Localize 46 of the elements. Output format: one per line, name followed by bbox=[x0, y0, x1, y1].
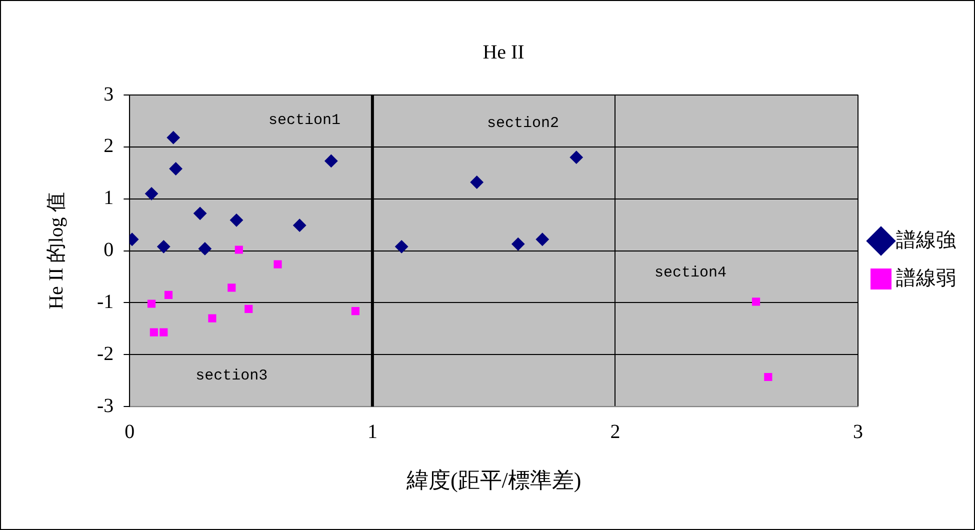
annotation: section3 bbox=[196, 367, 268, 384]
point bbox=[512, 238, 525, 251]
point bbox=[351, 307, 360, 316]
point bbox=[194, 206, 207, 220]
point bbox=[324, 154, 338, 168]
y-axis-title: He II 的log 值 bbox=[45, 192, 68, 310]
point bbox=[244, 304, 253, 313]
y-tick-label: 0 bbox=[104, 239, 114, 262]
point bbox=[208, 314, 216, 322]
x-tick-label: 3 bbox=[853, 420, 863, 443]
y-tick-label: -2 bbox=[96, 342, 114, 365]
chart-title: He II bbox=[482, 41, 524, 64]
y-tick-label: 3 bbox=[104, 83, 114, 106]
annotation: section4 bbox=[654, 264, 726, 282]
x-tick-label: 1 bbox=[367, 420, 378, 443]
x-axis-title: 緯度(距平/標準差) bbox=[405, 468, 582, 493]
y-tick-label: -3 bbox=[96, 394, 114, 417]
point bbox=[166, 131, 180, 144]
point bbox=[228, 284, 236, 292]
point bbox=[234, 246, 243, 254]
legend-label: 譜線強 bbox=[896, 229, 956, 252]
point bbox=[150, 328, 158, 336]
point bbox=[274, 260, 282, 268]
point bbox=[160, 328, 168, 336]
y-tick-label: 2 bbox=[104, 135, 114, 158]
point bbox=[470, 176, 484, 189]
point bbox=[169, 162, 182, 176]
y-tick-label: -1 bbox=[96, 290, 114, 313]
point bbox=[157, 240, 170, 254]
annotation: section2 bbox=[486, 115, 559, 132]
x-tick-label: 2 bbox=[610, 420, 620, 443]
x-tick-label: 0 bbox=[124, 420, 135, 443]
point bbox=[395, 240, 408, 254]
point bbox=[293, 218, 306, 232]
point bbox=[147, 300, 156, 308]
point bbox=[764, 372, 772, 382]
point bbox=[752, 298, 760, 306]
point bbox=[164, 290, 173, 299]
y-tick-label: 1 bbox=[104, 187, 114, 210]
point bbox=[230, 214, 243, 227]
point bbox=[570, 150, 583, 164]
point bbox=[198, 242, 212, 256]
legend-label: 譜線弱 bbox=[896, 267, 956, 290]
point bbox=[536, 232, 549, 246]
point bbox=[145, 187, 158, 200]
annotation: section1 bbox=[268, 112, 340, 129]
